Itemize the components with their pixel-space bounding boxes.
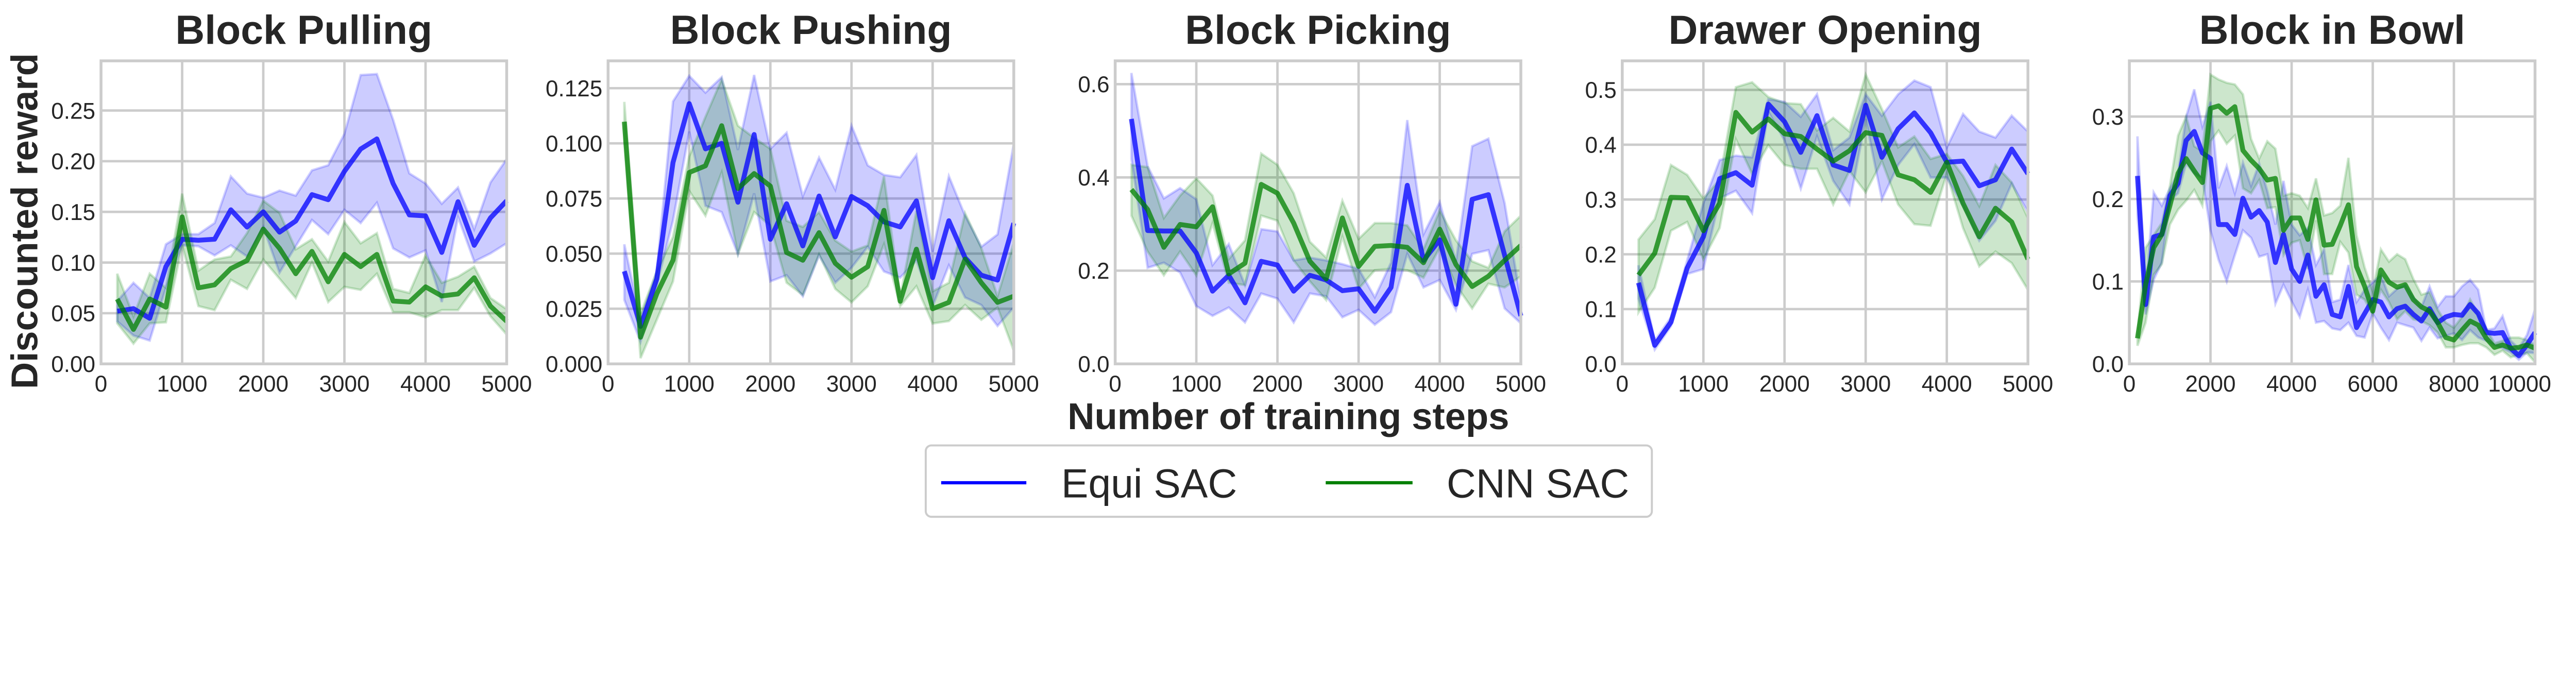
y-tick-label: 0.2 — [1585, 242, 1617, 267]
y-tick-label: 0.0 — [2092, 352, 2124, 377]
series-line-cnn-sac — [1636, 110, 2030, 277]
x-tick-label: 1000 — [1678, 371, 1728, 397]
x-tick-label: 0 — [602, 371, 615, 397]
x-tick-label: 3000 — [826, 371, 877, 397]
y-tick-label: 0.6 — [1078, 72, 1109, 97]
y-axis-label: Discounted reward — [4, 53, 45, 389]
x-tick-label: 3000 — [1333, 371, 1384, 397]
x-tick-label: 0 — [2123, 371, 2136, 397]
x-tick-label: 4000 — [1922, 371, 1972, 397]
x-tick-label: 2000 — [238, 371, 289, 397]
axes-frame — [1621, 59, 2029, 366]
axes-frame — [606, 59, 1015, 366]
x-tick-label: 4000 — [907, 371, 958, 397]
subplot-block-in-bowl: 0 2000 4000 6000 8000 10000 0.0 0.1 0.2 0.3 Block … — [2092, 7, 2551, 397]
y-tick-label: 0.2 — [2092, 187, 2124, 212]
x-tick-label: 4000 — [2266, 371, 2317, 397]
legend-label-equi-sac: Equi SAC — [1061, 461, 1237, 506]
legend: Equi SAC CNN SAC — [924, 444, 1653, 518]
y-tick-label: 0.000 — [546, 352, 602, 377]
plot-area — [1622, 61, 2028, 364]
y-tick-label: 0.125 — [546, 76, 602, 101]
x-tick-label: 10000 — [2488, 371, 2551, 397]
series-line-equi-sac — [1636, 101, 2030, 348]
x-tick-label: 5000 — [481, 371, 532, 397]
x-tick-label: 4000 — [400, 371, 451, 397]
y-tick-label: 0.050 — [546, 242, 602, 267]
x-tick-label: 2000 — [1252, 371, 1302, 397]
y-tick-label: 0.0 — [1585, 352, 1617, 377]
x-axis-label: Number of training steps — [1067, 396, 1509, 437]
y-tick-label: 0.20 — [51, 149, 95, 175]
y-tick-label: 0.5 — [1585, 78, 1617, 103]
x-tick-label: 0 — [1109, 371, 1122, 397]
y-tick-label: 0.075 — [546, 187, 602, 212]
x-tick-label: 6000 — [2347, 371, 2398, 397]
y-tick-label: 0.0 — [1078, 352, 1109, 377]
subplot-title: Block Pulling — [175, 7, 432, 53]
x-tick-label: 3000 — [319, 371, 369, 397]
axes-frame — [99, 59, 509, 366]
subplot-title: Block Picking — [1185, 7, 1451, 53]
y-tick-label: 0.4 — [1078, 165, 1109, 191]
y-tick-label: 0.25 — [51, 98, 95, 124]
subplot-block-picking: 0 1000 2000 3000 4000 5000 0.0 0.2 0.4 0.6 Block P… — [1078, 7, 1546, 397]
plot-area — [608, 61, 1014, 364]
x-tick-label: 1000 — [1171, 371, 1222, 397]
y-tick-label: 0.00 — [51, 352, 95, 377]
series-line-equi-sac — [622, 101, 1016, 329]
y-tick-label: 0.05 — [51, 301, 95, 327]
x-tick-label: 3000 — [1840, 371, 1891, 397]
subplot-block-pushing: 0 1000 2000 3000 4000 5000 0.000 0.025 0.050 0.07… — [546, 7, 1039, 397]
x-tick-label: 4000 — [1414, 371, 1465, 397]
subplot-block-pulling: 0 1000 2000 3000 4000 5000 0.00 0.05 0.10 0.15 0.2… — [51, 7, 532, 397]
y-tick-label: 0.10 — [51, 250, 95, 276]
legend-box — [924, 444, 1653, 518]
y-tick-label: 0.4 — [1585, 133, 1617, 158]
x-tick-label: 8000 — [2429, 371, 2479, 397]
series-line-cnn-sac — [2135, 103, 2536, 351]
x-tick-label: 2000 — [745, 371, 795, 397]
axes-frame — [1113, 59, 1522, 366]
y-tick-label: 0.025 — [546, 297, 602, 322]
subplot-title: Block in Bowl — [2199, 7, 2465, 53]
series-line-cnn-sac — [1129, 182, 1523, 289]
y-tick-label: 0.3 — [2092, 105, 2124, 130]
x-tick-label: 1000 — [157, 371, 208, 397]
y-tick-label: 0.3 — [1585, 188, 1617, 213]
x-tick-label: 5000 — [989, 371, 1039, 397]
y-tick-label: 0.15 — [51, 200, 95, 225]
x-tick-label: 1000 — [664, 371, 715, 397]
x-tick-label: 2000 — [1759, 371, 1810, 397]
series-line-equi-sac — [116, 136, 509, 321]
figure: 0 1000 2000 3000 4000 50000.000.050.100.150.2… — [4, 7, 2551, 518]
x-tick-label: 5000 — [2003, 371, 2053, 397]
x-tick-label: 2000 — [2185, 371, 2236, 397]
y-tick-label: 0.1 — [2092, 269, 2124, 295]
axes-frame — [2128, 59, 2537, 366]
subplot-title: Block Pushing — [670, 7, 952, 53]
subplots: 0 1000 2000 3000 4000 50000.000.050.100.150.2… — [51, 7, 2551, 397]
y-tick-label: 0.1 — [1585, 297, 1617, 323]
subplot-title: Drawer Opening — [1668, 7, 1981, 53]
series-line-cnn-sac — [622, 121, 1015, 340]
subplot-drawer-opening: 0 1000 2000 3000 4000 5000 0.0 0.1 0.2 0.3 0.4 0.5 D… — [1585, 7, 2054, 397]
series-line-cnn-sac — [115, 214, 509, 332]
x-tick-label: 5000 — [1496, 371, 1546, 397]
y-tick-label: 0.100 — [546, 131, 602, 157]
plot-area — [1115, 61, 1521, 364]
x-tick-label: 0 — [95, 371, 108, 397]
y-tick-label: 0.2 — [1078, 259, 1109, 284]
legend-label-cnn-sac: CNN SAC — [1447, 461, 1629, 506]
x-tick-label: 0 — [1616, 371, 1629, 397]
